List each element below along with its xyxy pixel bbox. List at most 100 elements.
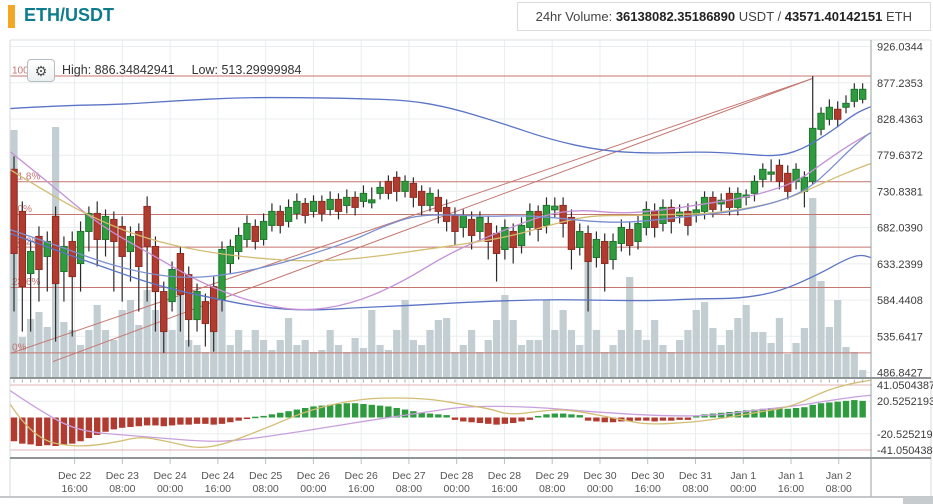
volume-bar xyxy=(667,352,675,377)
candle-body xyxy=(376,186,384,194)
macd-hist-bar xyxy=(676,417,683,420)
macd-hist-bar xyxy=(268,414,276,418)
macd-hist-bar xyxy=(376,405,384,418)
macd-hist-bar xyxy=(401,409,409,418)
macd-hist-bar xyxy=(60,417,68,445)
candle-body xyxy=(609,240,617,261)
volume-bar xyxy=(784,354,792,377)
volume-bar xyxy=(284,318,293,377)
volume-bar xyxy=(434,320,442,377)
macd-hist-bar xyxy=(210,417,217,425)
low-label: Low: xyxy=(191,63,218,77)
candle-body xyxy=(368,199,376,204)
macd-hist-bar xyxy=(52,417,59,447)
candle-body xyxy=(243,222,251,240)
candle-body xyxy=(359,192,368,202)
candle-body xyxy=(76,230,85,265)
candle-body xyxy=(343,196,351,206)
candle-body xyxy=(68,240,76,278)
price-axis-label: 584.4408 xyxy=(877,295,923,307)
volume-bar xyxy=(193,345,201,377)
candle-body xyxy=(734,192,742,208)
volume-bar xyxy=(35,312,43,377)
volume-bar xyxy=(118,310,126,377)
volume-bar xyxy=(401,300,409,377)
time-label-time: 08:00 xyxy=(539,483,565,495)
volume-bar xyxy=(143,290,151,377)
candle-body xyxy=(351,196,359,208)
volume-bar xyxy=(343,352,351,377)
time-label-time: 00:00 xyxy=(587,483,613,495)
candle-body xyxy=(118,225,126,257)
volume-bar xyxy=(276,340,284,377)
volume-bar xyxy=(542,300,551,377)
volume-bar xyxy=(384,350,392,377)
macd-hist-bar xyxy=(543,414,550,418)
macd-hist-bar xyxy=(834,401,841,418)
macd-hist-bar xyxy=(584,417,592,421)
candle-body xyxy=(151,245,160,293)
macd-hist-bar xyxy=(859,400,866,418)
price-axis-label: 877.2353 xyxy=(877,78,923,90)
volume-usdt-value: 36138082.35186890 xyxy=(615,9,736,24)
price-axis-label: 828.4363 xyxy=(877,114,923,126)
price-axis-label: 730.8381 xyxy=(877,186,923,198)
macd-hist-bar xyxy=(235,417,242,421)
macd-hist-bar xyxy=(94,417,101,435)
volume-bar xyxy=(584,252,592,377)
candle-body xyxy=(825,106,834,120)
volume-bar xyxy=(201,352,209,377)
time-label-date: Dec 26 xyxy=(297,470,330,482)
volume-bar xyxy=(509,320,517,377)
macd-hist-bar xyxy=(451,417,459,420)
candle-body xyxy=(584,232,592,263)
scrollbar-corner[interactable] xyxy=(903,497,933,504)
time-label-date: Dec 29 xyxy=(536,470,569,482)
volume-bar xyxy=(567,330,576,377)
macd-hist-bar xyxy=(851,400,858,418)
time-label-date: Jan 2 xyxy=(826,470,852,482)
chart-settings-button[interactable]: ⚙ xyxy=(27,59,55,82)
macd-hist-bar xyxy=(568,414,575,418)
macd-hist-bar xyxy=(792,407,800,418)
volume-bar xyxy=(476,352,484,377)
volume-bar xyxy=(526,340,534,377)
candle-body xyxy=(18,210,27,288)
candle-body xyxy=(409,182,418,198)
candle-body xyxy=(534,210,542,230)
candle-body xyxy=(492,232,501,254)
volume-eth-unit: ETH xyxy=(886,9,912,24)
candle-body xyxy=(85,212,93,232)
candle-body xyxy=(10,168,18,254)
macd-hist-bar xyxy=(243,417,251,420)
candle-body xyxy=(43,240,51,257)
volume-bar xyxy=(135,325,143,377)
candle-body xyxy=(259,220,268,240)
volume-bar xyxy=(459,345,467,377)
volume-label: 24hr Volume: xyxy=(535,9,613,24)
volume-bar xyxy=(176,295,184,377)
macd-hist-bar xyxy=(767,407,775,418)
volume-bar xyxy=(318,350,326,377)
time-label-date: Dec 28 xyxy=(440,470,473,482)
volume-bar xyxy=(243,350,251,377)
candle-body xyxy=(143,205,151,247)
volume-bar xyxy=(393,330,401,377)
chart-frame xyxy=(0,39,933,498)
low-value: 513.29999984 xyxy=(221,63,302,77)
volume-bar xyxy=(260,340,268,377)
macd-hist-bar xyxy=(726,411,733,418)
volume-bar xyxy=(368,310,376,377)
macd-hist-bar xyxy=(110,417,118,430)
macd-hist-bar xyxy=(559,413,567,418)
volume-bar xyxy=(700,302,709,377)
candle-body xyxy=(617,226,626,244)
candle-body xyxy=(251,225,259,242)
time-label-date: Dec 24 xyxy=(201,470,234,482)
time-label-date: Dec 26 xyxy=(345,470,378,482)
macd-hist-bar xyxy=(801,407,808,418)
candle-body xyxy=(467,218,476,236)
volume-bar xyxy=(151,310,160,377)
macd-hist-bar xyxy=(202,417,209,424)
